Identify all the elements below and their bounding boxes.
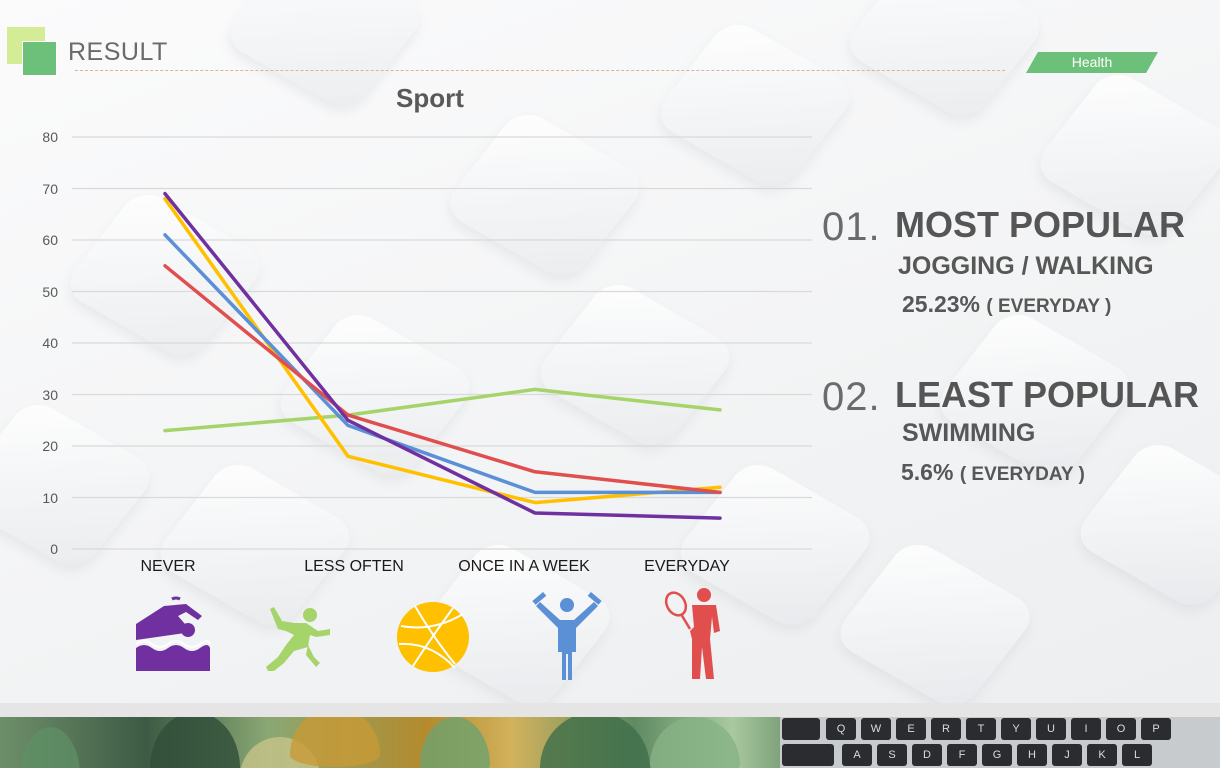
series-line-jogging-walking [163, 387, 722, 433]
line-chart [72, 136, 812, 550]
stat-number: 01. [822, 205, 881, 249]
photo-leaf [150, 717, 240, 768]
photo-leaf [20, 727, 80, 768]
y-tick-label: 30 [42, 387, 58, 403]
logo-square-dark [22, 41, 57, 76]
y-tick-label: 60 [42, 232, 58, 248]
stat-sport: SWIMMING [902, 419, 1036, 447]
y-tick-label: 50 [42, 284, 58, 300]
stat-percent: 5.6% [901, 459, 954, 485]
keyboard-key: T [966, 718, 996, 740]
x-category-label: NEVER [140, 558, 196, 575]
keyboard-key: K [1087, 744, 1117, 766]
x-category-label: LESS OFTEN [304, 558, 404, 575]
x-category-label: ONCE IN A WEEK [458, 558, 590, 575]
stat-sport: JOGGING / WALKING [898, 252, 1154, 280]
keyboard-key: I [1071, 718, 1101, 740]
weightlifting-icon [532, 592, 602, 680]
page-title: RESULT [68, 38, 168, 66]
x-category-label: EVERYDAY [644, 558, 730, 575]
chart-series [163, 191, 722, 520]
health-tag: Health [1026, 52, 1158, 73]
stat-heading: LEAST POPULAR [895, 374, 1200, 415]
photo-fruit [290, 717, 380, 767]
photo-leaf [420, 717, 490, 768]
stat-number: 02. [822, 375, 881, 419]
keyboard-key: G [982, 744, 1012, 766]
slide: RESULT Health Sport 80 70 60 50 40 30 20… [0, 0, 1220, 703]
keyboard-key: R [931, 718, 961, 740]
chart-title: Sport [396, 83, 464, 113]
keyboard-key: P [1141, 718, 1171, 740]
keyboard-key: Q [826, 718, 856, 740]
keyboard-key: D [912, 744, 942, 766]
keyboard-key: L [1122, 744, 1152, 766]
series-line-basketball [163, 197, 722, 505]
swimming-icon [135, 596, 211, 671]
bottom-divider [0, 703, 1220, 717]
header-divider [75, 70, 1005, 71]
series-line-tennis [163, 264, 722, 495]
y-tick-label: 80 [42, 129, 58, 145]
photo-leaf [540, 717, 650, 768]
stat-period: ( EVERYDAY ) [959, 464, 1085, 485]
basketball-icon [397, 602, 469, 672]
keyboard-key: H [1017, 744, 1047, 766]
stat-period: ( EVERYDAY ) [986, 296, 1112, 317]
keyboard-key [782, 744, 834, 766]
keyboard-key [782, 718, 820, 740]
keyboard-key: E [896, 718, 926, 740]
photo-leaf [650, 717, 740, 768]
stat-percent-line: 5.6% ( EVERYDAY ) [901, 459, 1085, 486]
stat-percent-line: 25.23% ( EVERYDAY ) [902, 291, 1111, 318]
series-line-swimming [163, 191, 722, 520]
series-line-weight-lifting [163, 233, 722, 495]
keyboard-key: J [1052, 744, 1082, 766]
running-icon [266, 607, 330, 671]
y-tick-label: 0 [50, 541, 58, 557]
keyboard-key: Y [1001, 718, 1031, 740]
keyboard-key: S [877, 744, 907, 766]
y-tick-label: 10 [42, 490, 58, 506]
y-tick-label: 70 [42, 181, 58, 197]
stat-heading: MOST POPULAR [895, 204, 1186, 245]
stat-percent: 25.23% [902, 291, 981, 317]
keyboard-key: F [947, 744, 977, 766]
y-tick-label: 40 [42, 335, 58, 351]
keyboard-key: U [1036, 718, 1066, 740]
keyboard-key: A [842, 744, 872, 766]
keyboard-key: O [1106, 718, 1136, 740]
chart-gridlines [72, 136, 812, 550]
y-tick-label: 20 [42, 438, 58, 454]
tennis-icon [664, 588, 720, 679]
keyboard-key: W [861, 718, 891, 740]
